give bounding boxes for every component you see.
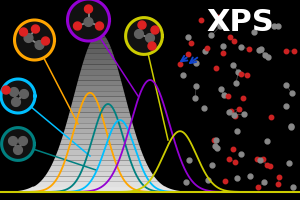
Polygon shape <box>14 20 55 60</box>
Polygon shape <box>95 22 104 30</box>
Polygon shape <box>35 41 44 49</box>
Polygon shape <box>126 18 162 54</box>
Polygon shape <box>146 34 154 42</box>
Polygon shape <box>2 128 34 160</box>
Polygon shape <box>135 30 143 38</box>
Polygon shape <box>2 86 10 94</box>
Polygon shape <box>32 25 40 33</box>
Polygon shape <box>74 22 82 30</box>
Polygon shape <box>20 28 28 36</box>
Polygon shape <box>84 18 93 26</box>
Polygon shape <box>148 42 156 50</box>
Polygon shape <box>1 79 35 113</box>
Polygon shape <box>151 26 159 34</box>
Polygon shape <box>9 137 17 145</box>
Polygon shape <box>41 37 50 45</box>
Text: XPS: XPS <box>206 8 274 37</box>
Polygon shape <box>12 98 20 106</box>
Polygon shape <box>68 0 110 41</box>
Polygon shape <box>10 88 18 96</box>
Polygon shape <box>24 34 33 42</box>
Polygon shape <box>20 90 28 98</box>
Polygon shape <box>85 5 92 13</box>
Polygon shape <box>138 21 146 29</box>
Polygon shape <box>19 137 27 145</box>
Polygon shape <box>14 146 22 154</box>
